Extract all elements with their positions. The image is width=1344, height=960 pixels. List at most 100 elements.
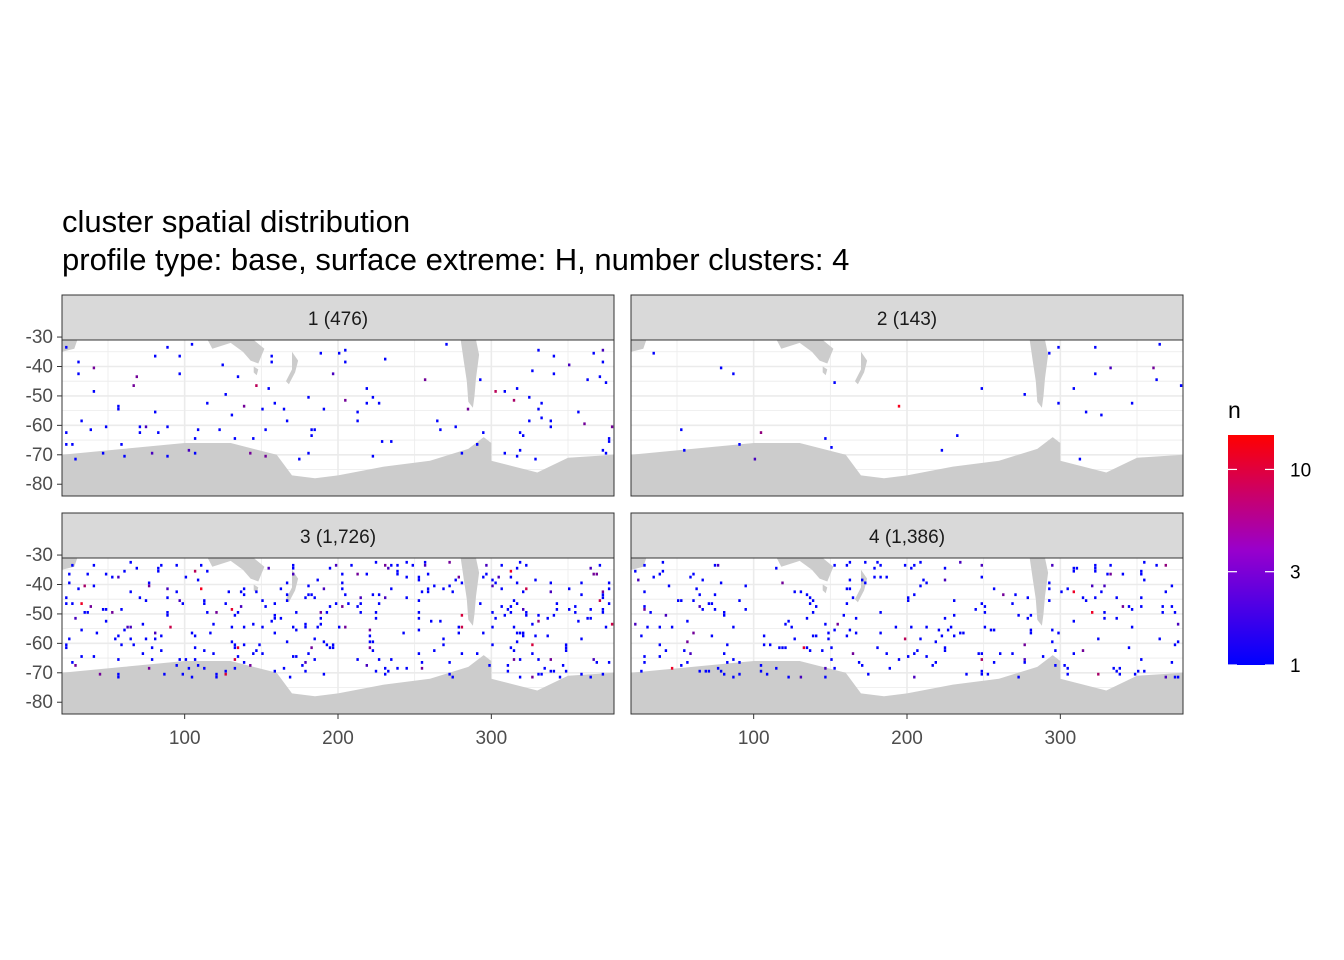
facet-panel: 2 (143)	[630, 294, 1184, 497]
data-tile	[580, 593, 583, 597]
data-tile	[540, 416, 543, 420]
data-tile	[1041, 655, 1045, 658]
data-tile	[356, 419, 359, 423]
data-tile	[304, 596, 307, 600]
facet-panel: 4 (1,386) 100 200 300	[630, 512, 1184, 749]
data-tile	[552, 354, 556, 358]
data-tile	[833, 381, 836, 384]
data-tile	[1063, 664, 1066, 667]
data-tile	[460, 613, 464, 617]
data-tile	[919, 560, 922, 564]
data-tile	[423, 563, 427, 567]
data-tile	[482, 575, 485, 579]
chart-subtitle: profile type: base, surface extreme: H, …	[62, 242, 849, 277]
data-tile	[959, 631, 962, 635]
data-tile	[1170, 605, 1174, 608]
data-tile	[261, 407, 264, 411]
land-mass	[854, 351, 868, 385]
data-tile	[658, 643, 661, 647]
data-tile	[1057, 401, 1060, 405]
data-tile	[117, 658, 120, 661]
data-tile	[203, 599, 206, 602]
data-tile	[686, 640, 689, 644]
data-tile	[242, 661, 246, 664]
data-tile	[65, 643, 68, 647]
y-tick-label: -40	[26, 356, 53, 377]
data-tile	[716, 563, 720, 567]
data-tile	[1143, 669, 1146, 673]
data-tile	[1084, 410, 1088, 414]
data-tile	[491, 643, 494, 647]
data-tile	[319, 611, 322, 614]
data-tile	[68, 581, 71, 585]
data-tile	[983, 605, 987, 608]
data-tile	[686, 619, 689, 623]
data-tile	[643, 590, 646, 594]
data-tile	[98, 672, 102, 676]
data-tile	[1026, 596, 1029, 600]
data-tile	[328, 605, 332, 608]
data-tile	[384, 596, 387, 600]
data-tile	[811, 634, 815, 638]
data-tile	[1143, 560, 1146, 564]
data-tile	[141, 652, 145, 655]
data-tile	[261, 599, 264, 602]
data-tile	[564, 643, 568, 647]
data-tile	[713, 593, 717, 597]
data-tile	[328, 646, 332, 650]
data-tile	[919, 584, 922, 588]
data-tile	[1152, 366, 1155, 370]
data-tile	[135, 375, 138, 379]
data-tile	[531, 622, 534, 626]
data-tile	[433, 584, 436, 588]
data-tile	[574, 605, 577, 608]
data-tile	[310, 434, 313, 437]
data-tile	[442, 643, 445, 647]
data-tile	[178, 658, 181, 661]
data-tile	[380, 440, 384, 443]
data-tile	[242, 643, 246, 647]
data-tile	[738, 672, 741, 676]
data-tile	[738, 599, 741, 602]
data-tile	[589, 566, 592, 570]
data-tile	[350, 563, 353, 567]
data-tile	[552, 669, 556, 673]
data-tile	[719, 366, 723, 370]
data-tile	[485, 572, 488, 576]
data-tile	[114, 637, 117, 641]
data-tile	[209, 631, 212, 635]
data-tile	[808, 649, 812, 652]
data-tile	[723, 613, 726, 617]
data-tile	[307, 593, 310, 597]
data-tile	[230, 413, 234, 417]
data-tile	[522, 590, 525, 594]
data-tile	[592, 351, 595, 355]
data-tile	[166, 596, 169, 600]
data-tile	[190, 342, 194, 346]
data-tile	[402, 631, 405, 635]
data-tile	[568, 587, 571, 591]
data-tile	[552, 613, 556, 617]
data-tile	[313, 637, 316, 641]
data-tile	[196, 428, 200, 432]
data-tile	[307, 395, 310, 399]
data-tile	[104, 572, 108, 576]
data-tile	[580, 581, 583, 585]
data-tile	[273, 401, 276, 405]
data-tile	[89, 428, 92, 432]
data-tile	[1094, 569, 1097, 573]
data-tile	[448, 661, 451, 664]
data-tile	[71, 602, 74, 605]
data-tile	[184, 658, 188, 661]
data-tile	[574, 611, 577, 614]
data-tile	[371, 454, 375, 458]
data-tile	[583, 422, 586, 426]
data-tile	[830, 646, 833, 650]
data-tile	[861, 664, 864, 667]
data-tile	[1072, 619, 1075, 623]
data-tile	[322, 672, 326, 676]
data-tile	[980, 575, 983, 579]
data-tile	[221, 363, 224, 367]
data-tile	[135, 566, 138, 570]
data-tile	[793, 637, 796, 641]
